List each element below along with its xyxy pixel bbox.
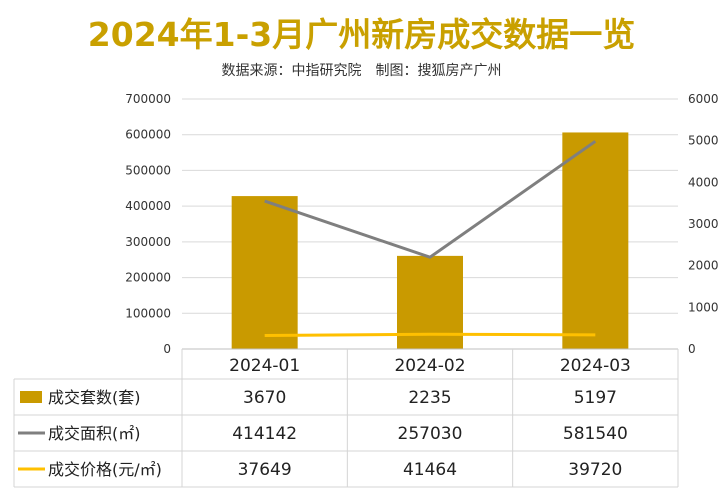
y-left-tick-label: 700000 xyxy=(125,92,171,106)
y-left-tick-label: 500000 xyxy=(125,163,171,177)
table-cell-value: 39720 xyxy=(568,460,622,480)
chart-subtitle: 数据来源：中指研究院 制图：搜狐房产广州 xyxy=(221,63,502,79)
table-cell-value: 257030 xyxy=(398,424,463,444)
y-left-tick-label: 600000 xyxy=(125,128,171,142)
bar xyxy=(231,196,298,349)
y-left-tick-label: 300000 xyxy=(125,235,171,249)
y-left-tick-label: 400000 xyxy=(125,199,171,213)
y-right-tick-label: 5000 xyxy=(688,134,719,148)
table-cell-value: 5197 xyxy=(574,388,617,408)
table-row-label: 成交套数(套) xyxy=(48,388,141,407)
y-right-tick-label: 4000 xyxy=(688,175,719,189)
table-cell-value: 414142 xyxy=(232,424,297,444)
area-series-line xyxy=(264,140,597,259)
legend-key-bar xyxy=(20,391,42,403)
table-row-label: 成交面积(㎡) xyxy=(48,424,141,443)
table-row-label: 成交价格(元/㎡) xyxy=(48,460,162,479)
y-left-tick-label: 100000 xyxy=(125,306,171,320)
price-series-line xyxy=(264,332,596,338)
table-cell-value: 581540 xyxy=(563,424,628,444)
y-right-tick-label: 3000 xyxy=(688,217,719,231)
table-cell-value: 2235 xyxy=(408,388,451,408)
y-right-tick-label: 2000 xyxy=(688,259,719,273)
y-left-tick-label: 200000 xyxy=(125,271,171,285)
x-category-label: 2024-03 xyxy=(560,356,631,376)
x-category-label: 2024-01 xyxy=(229,356,300,376)
chart-title: 2024年1-3月广州新房成交数据一览 xyxy=(87,15,636,54)
x-category-label: 2024-02 xyxy=(394,356,465,376)
table-cell-value: 41464 xyxy=(403,460,457,480)
y-left-tick-label: 0 xyxy=(163,342,171,356)
table-cell-value: 3670 xyxy=(243,388,286,408)
table-cell-value: 37649 xyxy=(238,460,292,480)
y-right-tick-label: 1000 xyxy=(688,300,719,314)
y-right-tick-label: 6000 xyxy=(688,92,719,106)
y-right-tick-label: 0 xyxy=(688,342,696,356)
bar xyxy=(562,132,629,349)
